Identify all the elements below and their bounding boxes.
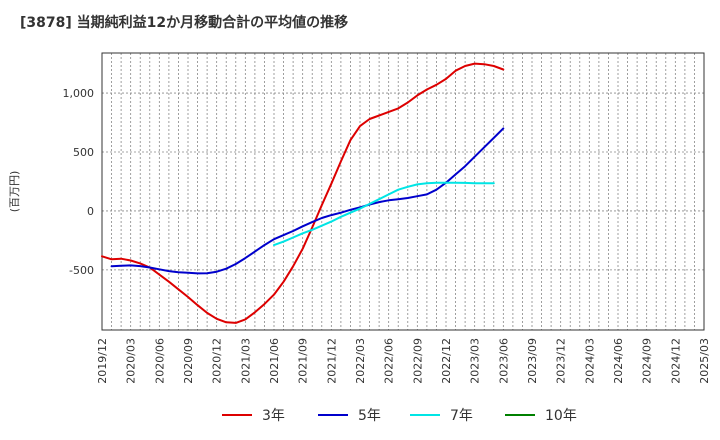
legend-label: 5年 <box>358 408 381 424</box>
y-tick-label: 0 <box>87 205 94 218</box>
x-tick-label: 2023/09 <box>526 338 539 384</box>
legend-item: 10年 <box>505 403 577 427</box>
x-tick-label: 2024/06 <box>612 338 625 384</box>
x-tick-label: 2021/09 <box>297 338 310 384</box>
x-tick-label: 2024/12 <box>669 338 682 384</box>
x-tick-label: 2022/09 <box>411 338 424 384</box>
chart-title: [3878] 当期純利益12か月移動合計の平均値の推移 <box>20 15 349 31</box>
legend-swatch <box>505 414 535 416</box>
y-axis-label: (百万円) <box>8 171 21 213</box>
y-tick-label: 500 <box>73 146 94 159</box>
x-tick-label: 2022/12 <box>440 338 453 384</box>
series-line-2 <box>110 127 505 275</box>
legend-swatch <box>222 414 252 416</box>
plot-area <box>102 53 704 330</box>
legend-label: 7年 <box>450 408 473 424</box>
x-tick-label: 2022/03 <box>354 338 367 384</box>
series-line-1 <box>101 62 505 324</box>
x-tick-label: 2019/12 <box>96 338 109 384</box>
x-tick-label: 2020/06 <box>153 338 166 384</box>
y-tick-label: 1,000 <box>63 87 95 100</box>
legend-swatch <box>410 414 440 416</box>
x-tick-label: 2020/12 <box>211 338 224 384</box>
x-tick-label: 2021/06 <box>268 338 281 384</box>
x-tick-label: 2023/12 <box>555 338 568 384</box>
x-tick-label: 2025/03 <box>698 338 711 384</box>
chart-legend: 3年 5年 7年 10年 <box>0 403 720 427</box>
x-tick-label: 2021/03 <box>239 338 252 384</box>
x-tick-label: 2022/06 <box>383 338 396 384</box>
legend-item: 3年 <box>222 403 285 427</box>
legend-label: 10年 <box>545 408 577 424</box>
y-tick-label: -500 <box>69 264 94 277</box>
x-tick-label: 2020/03 <box>125 338 138 384</box>
series-line-3 <box>273 181 495 247</box>
x-tick-label: 2023/06 <box>497 338 510 384</box>
legend-swatch <box>318 414 348 416</box>
x-tick-label: 2023/03 <box>469 338 482 384</box>
plot-frame <box>101 52 705 331</box>
x-tick-label: 2024/09 <box>641 338 654 384</box>
x-tick-label: 2020/09 <box>182 338 195 384</box>
legend-item: 5年 <box>318 403 381 427</box>
legend-label: 3年 <box>262 408 285 424</box>
x-tick-label: 2021/12 <box>325 338 338 384</box>
x-tick-label: 2024/03 <box>583 338 596 384</box>
legend-item: 7年 <box>410 403 473 427</box>
